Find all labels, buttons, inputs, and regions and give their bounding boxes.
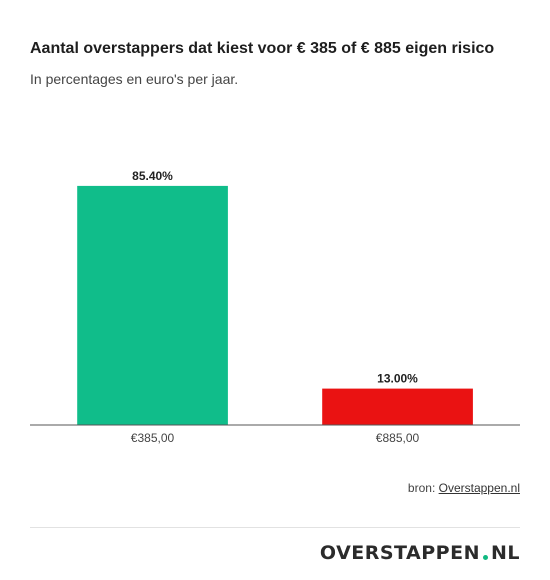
chart-title: Aantal overstappers dat kiest voor € 385… <box>30 40 495 57</box>
footer-divider <box>30 527 520 528</box>
bar-2 <box>322 388 473 425</box>
bars-layer: 85.40% €385,00 13.00% €885,00 <box>77 169 473 445</box>
logo-text-main: OVERSTAPPEN <box>319 542 480 564</box>
chart-subtitle: In percentages en euro's per jaar. <box>30 71 239 87</box>
bar-value-label: 13.00% <box>377 372 418 386</box>
source-note: bron: Overstappen.nl <box>408 481 520 495</box>
source-link[interactable]: Overstappen.nl <box>438 481 520 495</box>
source-prefix: bron: <box>407 481 439 495</box>
x-tick-label: €385,00 <box>131 431 175 445</box>
bar-value-label: 85.40% <box>132 169 173 183</box>
logo-dot-icon <box>482 554 488 560</box>
brand-logo: OVERSTAPPEN NL <box>320 540 520 566</box>
bar-chart: 85.40% €385,00 13.00% €885,00 <box>30 169 520 445</box>
x-tick-label: €885,00 <box>376 431 420 445</box>
bar-1 <box>77 185 228 425</box>
logo-text-tld: NL <box>490 542 520 564</box>
